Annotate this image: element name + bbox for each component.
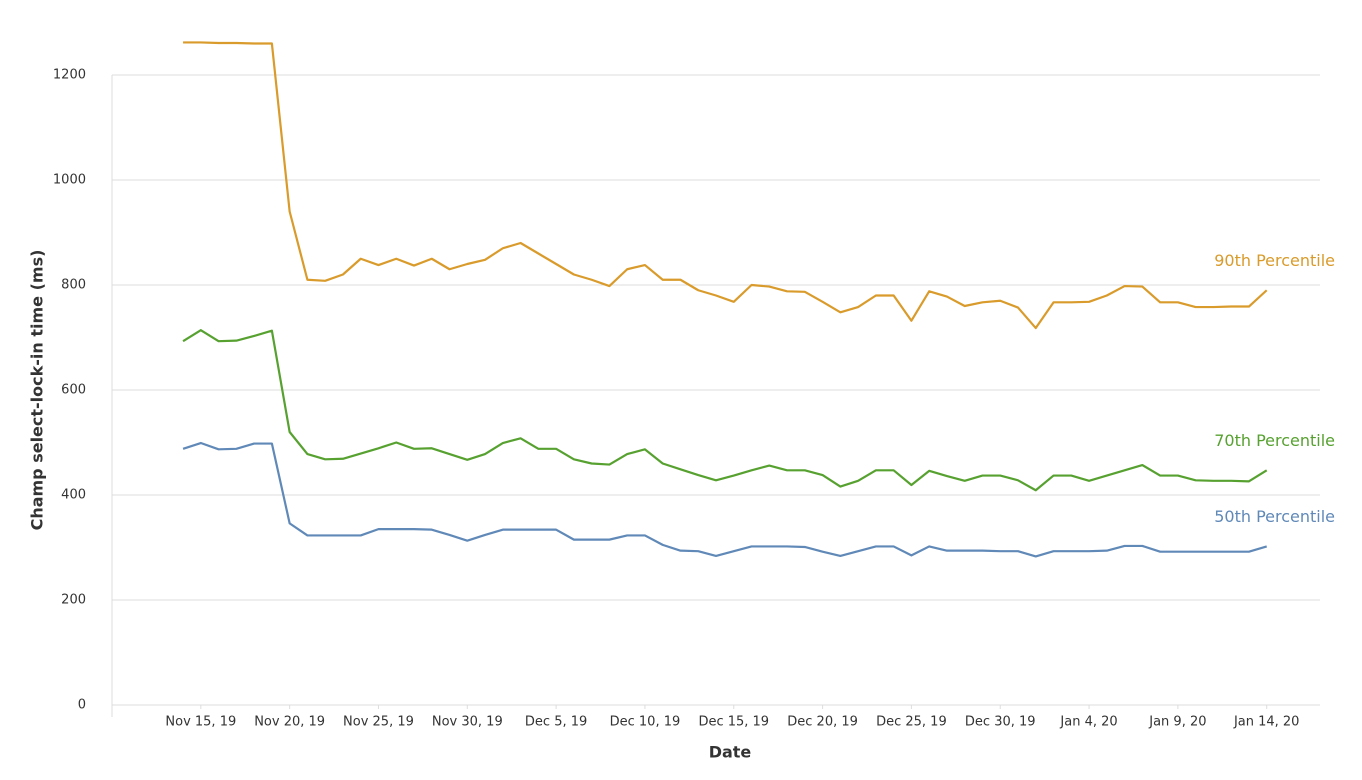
x-tick-label: Nov 15, 19 bbox=[165, 715, 236, 730]
x-tick-label: Dec 5, 19 bbox=[525, 715, 587, 730]
x-tick-label: Nov 20, 19 bbox=[254, 715, 325, 730]
series-line bbox=[183, 41, 1268, 330]
series-label: 90th Percentile bbox=[1214, 251, 1335, 270]
y-tick-label: 1200 bbox=[53, 68, 86, 83]
series-line bbox=[182, 329, 1268, 492]
x-tick-label: Nov 30, 19 bbox=[432, 715, 503, 730]
y-tick-label: 200 bbox=[61, 593, 86, 608]
y-tick-label: 800 bbox=[61, 278, 86, 293]
x-tick-label: Nov 25, 19 bbox=[343, 715, 414, 730]
x-tick-label: Jan 14, 20 bbox=[1233, 715, 1300, 730]
y-tick-label: 600 bbox=[61, 383, 86, 398]
y-tick-label: 1000 bbox=[53, 173, 86, 188]
x-tick-label: Dec 25, 19 bbox=[876, 715, 947, 730]
series-label: 70th Percentile bbox=[1214, 431, 1335, 450]
x-tick-label: Dec 15, 19 bbox=[698, 715, 769, 730]
x-tick-label: Dec 30, 19 bbox=[965, 715, 1036, 730]
x-tick-label: Dec 20, 19 bbox=[787, 715, 858, 730]
y-tick-label: 0 bbox=[78, 698, 86, 713]
x-tick-label: Jan 9, 20 bbox=[1148, 715, 1206, 730]
series-label: 50th Percentile bbox=[1214, 507, 1335, 526]
series-line bbox=[182, 441, 1268, 558]
x-tick-label: Jan 4, 20 bbox=[1059, 715, 1117, 730]
y-axis-title: Champ select-lock-in time (ms) bbox=[28, 250, 47, 531]
x-tick-label: Dec 10, 19 bbox=[610, 715, 681, 730]
x-axis-title: Date bbox=[709, 743, 752, 762]
y-tick-label: 400 bbox=[61, 488, 86, 503]
